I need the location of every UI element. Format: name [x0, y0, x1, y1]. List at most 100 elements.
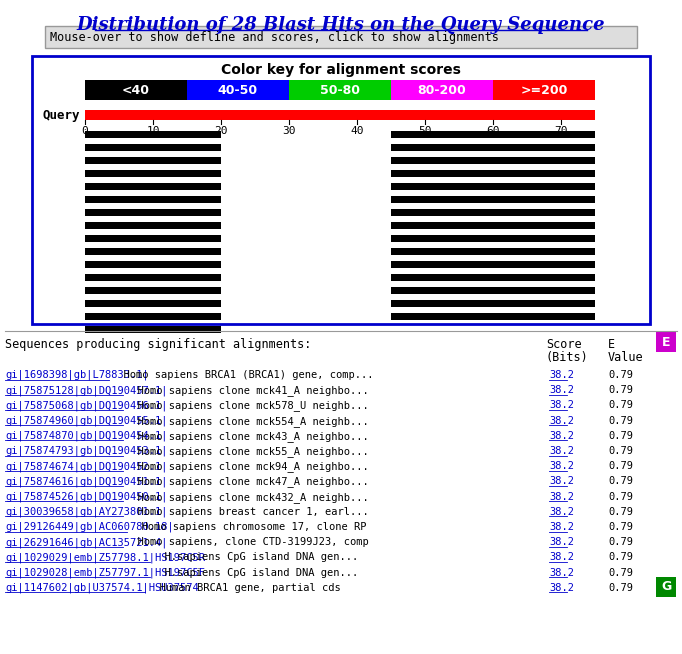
Text: E: E	[662, 336, 670, 349]
Bar	[85, 235, 221, 242]
Text: 50: 50	[418, 126, 432, 136]
Bar	[85, 209, 221, 216]
Text: gi|1029028|emb|Z57797.1|HS197C5F: gi|1029028|emb|Z57797.1|HS197C5F	[5, 568, 205, 578]
Text: gi|1147602|gb|U37574.1|HSU37574: gi|1147602|gb|U37574.1|HSU37574	[5, 583, 198, 593]
Text: 38.2: 38.2	[549, 507, 574, 517]
Text: 30: 30	[282, 126, 296, 136]
Bar	[85, 313, 221, 320]
Text: gi|75874793|gb|DQ190453.1|: gi|75874793|gb|DQ190453.1|	[5, 446, 168, 456]
Bar	[85, 287, 221, 294]
Bar	[391, 80, 493, 100]
Bar	[45, 26, 637, 48]
Text: 50-80: 50-80	[320, 84, 360, 97]
Bar	[85, 110, 595, 120]
Text: Homo sapiens clone mck41_A neighbo...: Homo sapiens clone mck41_A neighbo...	[125, 385, 368, 396]
Text: gi|75875068|gb|DQ190456.1|: gi|75875068|gb|DQ190456.1|	[5, 400, 168, 411]
Text: 38.2: 38.2	[549, 370, 574, 380]
Bar	[391, 157, 595, 164]
Bar	[85, 144, 221, 151]
Bar	[85, 157, 221, 164]
Text: 38.2: 38.2	[549, 446, 574, 456]
Text: gi|75874674|gb|DQ190452.1|: gi|75874674|gb|DQ190452.1|	[5, 461, 168, 472]
Text: H.sapiens CpG island DNA gen...: H.sapiens CpG island DNA gen...	[151, 568, 358, 577]
Text: 38.2: 38.2	[549, 492, 574, 502]
Text: Color key for alignment scores: Color key for alignment scores	[221, 63, 461, 77]
Text: Homo sapiens clone mck94_A neighbo...: Homo sapiens clone mck94_A neighbo...	[125, 461, 368, 472]
Text: 0.79: 0.79	[608, 568, 633, 577]
Text: Human BRCA1 gene, partial cds: Human BRCA1 gene, partial cds	[147, 583, 341, 593]
Text: 38.2: 38.2	[549, 400, 574, 411]
Bar	[391, 287, 595, 294]
Bar	[85, 326, 221, 333]
Bar	[391, 196, 595, 203]
Bar	[391, 183, 595, 190]
Text: gi|29126449|gb|AC060780.18|: gi|29126449|gb|AC060780.18|	[5, 522, 174, 532]
Text: 38.2: 38.2	[549, 568, 574, 577]
Text: 38.2: 38.2	[549, 537, 574, 547]
Text: 38.2: 38.2	[549, 431, 574, 441]
Text: Homo sapiens clone mck43_A neighbo...: Homo sapiens clone mck43_A neighbo...	[125, 431, 368, 441]
Text: 70: 70	[554, 126, 567, 136]
Bar	[391, 261, 595, 268]
Text: Homo sapiens chromosome 17, clone RP: Homo sapiens chromosome 17, clone RP	[129, 522, 366, 532]
Text: Homo sapiens clone mck554_A neighb...: Homo sapiens clone mck554_A neighb...	[125, 415, 368, 426]
Text: Sequences producing significant alignments:: Sequences producing significant alignmen…	[5, 338, 312, 351]
Text: 40: 40	[351, 126, 364, 136]
Text: Homo sapiens clone mck47_A neighbo...: Homo sapiens clone mck47_A neighbo...	[125, 476, 368, 487]
Text: gi|75874526|gb|DQ190450.1|: gi|75874526|gb|DQ190450.1|	[5, 492, 168, 502]
Text: Homo sapiens clone mck432_A neighb...: Homo sapiens clone mck432_A neighb...	[125, 492, 368, 502]
Text: gi|75874870|gb|DQ190454.1|: gi|75874870|gb|DQ190454.1|	[5, 431, 168, 441]
Bar	[391, 300, 595, 307]
Bar	[85, 222, 221, 229]
Text: Query: Query	[42, 109, 80, 122]
Text: gi|75874960|gb|DQ190455.1|: gi|75874960|gb|DQ190455.1|	[5, 415, 168, 426]
Bar	[85, 196, 221, 203]
Text: 0: 0	[82, 126, 89, 136]
Text: 38.2: 38.2	[549, 415, 574, 426]
Bar	[391, 144, 595, 151]
Text: 0.79: 0.79	[608, 385, 633, 395]
Text: 0.79: 0.79	[608, 492, 633, 502]
Text: G: G	[661, 580, 671, 593]
Text: Value: Value	[608, 351, 644, 364]
Text: Homo sapiens BRCA1 (BRCA1) gene, comp...: Homo sapiens BRCA1 (BRCA1) gene, comp...	[111, 370, 374, 380]
Text: gi|75875128|gb|DQ190457.1|: gi|75875128|gb|DQ190457.1|	[5, 385, 168, 396]
Text: Homo sapiens clone mck578_U neighb...: Homo sapiens clone mck578_U neighb...	[125, 400, 368, 411]
Text: E: E	[608, 338, 615, 351]
Bar	[85, 261, 221, 268]
Text: 0.79: 0.79	[608, 461, 633, 471]
Bar	[85, 274, 221, 281]
Text: >=200: >=200	[520, 84, 567, 97]
Text: 0.79: 0.79	[608, 431, 633, 441]
Text: 60: 60	[486, 126, 500, 136]
Bar	[32, 56, 650, 324]
Text: 20: 20	[214, 126, 228, 136]
Bar	[493, 80, 595, 100]
Bar	[289, 80, 391, 100]
Bar	[85, 248, 221, 255]
Bar	[391, 248, 595, 255]
Bar	[391, 313, 595, 320]
Text: H.sapiens CpG island DNA gen...: H.sapiens CpG island DNA gen...	[151, 553, 358, 562]
Bar	[85, 183, 221, 190]
Text: 0.79: 0.79	[608, 400, 633, 411]
Text: gi|26291646|gb|AC135721.4|: gi|26291646|gb|AC135721.4|	[5, 537, 168, 547]
Text: 38.2: 38.2	[549, 461, 574, 471]
Text: Distribution of 28 Blast Hits on the Query Sequence: Distribution of 28 Blast Hits on the Que…	[76, 16, 606, 34]
Bar	[656, 577, 676, 597]
Text: 38.2: 38.2	[549, 583, 574, 593]
Text: (Bits): (Bits)	[546, 351, 589, 364]
Text: 0.79: 0.79	[608, 507, 633, 517]
Text: Homo sapiens, clone CTD-3199J23, comp: Homo sapiens, clone CTD-3199J23, comp	[125, 537, 368, 547]
Bar	[187, 80, 289, 100]
Text: 40-50: 40-50	[218, 84, 258, 97]
Text: gi|1698398|gb|L78833.1|: gi|1698398|gb|L78833.1|	[5, 370, 149, 381]
Text: 38.2: 38.2	[549, 522, 574, 532]
Bar	[391, 222, 595, 229]
Text: 0.79: 0.79	[608, 553, 633, 562]
Bar	[85, 80, 187, 100]
Text: 38.2: 38.2	[549, 385, 574, 395]
Text: 38.2: 38.2	[549, 553, 574, 562]
Text: 0.79: 0.79	[608, 583, 633, 593]
Text: Homo sapiens clone mck55_A neighbo...: Homo sapiens clone mck55_A neighbo...	[125, 446, 368, 457]
